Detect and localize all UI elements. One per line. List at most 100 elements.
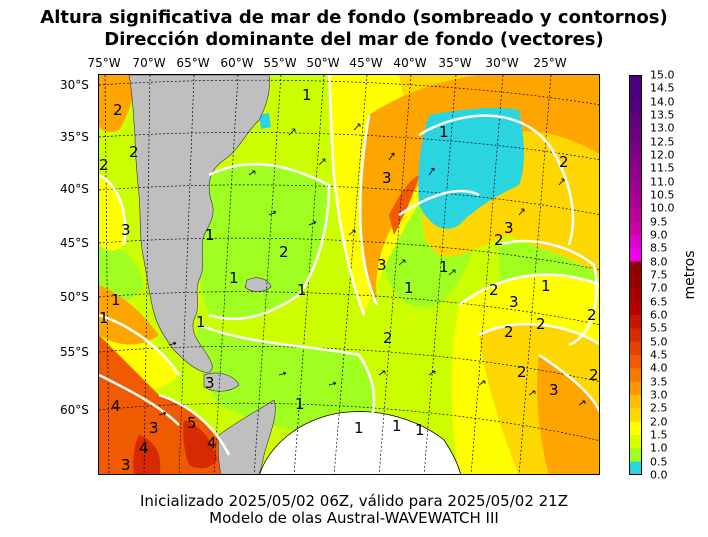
colorbar-tick-label: 1.5 <box>650 428 668 442</box>
contour-lines <box>99 75 599 456</box>
colorbar-swatch <box>629 181 642 196</box>
contour-label: 3 <box>504 219 514 237</box>
colorbar-swatch <box>629 288 642 303</box>
lon-tick-label: 25°W <box>533 56 567 70</box>
contour-label: 1 <box>205 226 215 244</box>
colorbar-tick-label: 12.0 <box>650 148 675 162</box>
colorbar-swatch <box>629 275 642 289</box>
contour-label: 1 <box>295 395 305 413</box>
contour-label: 3 <box>549 381 559 399</box>
lat-tick-label: 35°S <box>60 130 89 144</box>
tierra-del-fuego <box>203 372 240 392</box>
colorbar-swatch <box>629 155 642 169</box>
colorbar-tick-label: 12.5 <box>650 135 675 149</box>
colorbar-tick-label: 9.5 <box>650 215 668 229</box>
contour-label: 1 <box>302 86 312 104</box>
contour-label: 3 <box>121 221 131 239</box>
lat-tick-label: 60°S <box>60 403 89 417</box>
lon-tick-label: 70°W <box>132 56 166 70</box>
wave-height-map: 1 1 1 1 1 1 1 1 1 1 1 1 1 1 1 2 2 2 2 2 … <box>98 74 600 475</box>
colorbar-swatch <box>629 301 642 316</box>
contour-label: 1 <box>99 309 109 327</box>
colorbar-tick-label: 13.0 <box>650 121 675 135</box>
contour-label: 3 <box>205 374 215 392</box>
lat-tick-label: 45°S <box>60 236 89 250</box>
colorbar-swatch <box>629 315 642 329</box>
map-title: Altura significativa de mar de fondo (so… <box>40 7 668 28</box>
colorbar-swatch <box>629 381 642 396</box>
antarctic-peninsula <box>217 399 276 474</box>
colorbar-swatch <box>629 395 642 409</box>
lon-tick-label: 75°W <box>87 56 121 70</box>
footer-model-name: Modelo de olas Austral-WAVEWATCH III <box>209 509 499 527</box>
colorbar-swatch <box>629 341 642 356</box>
contour-label: 1 <box>439 123 449 141</box>
colorbar-swatch <box>629 75 642 89</box>
contour-label: 2 <box>517 363 527 381</box>
colorbar-tick-label: 4.0 <box>650 361 668 375</box>
colorbar-swatch <box>629 421 642 436</box>
contour-label: 1 <box>415 421 425 439</box>
contour-label: 2 <box>129 143 139 161</box>
colorbar-tick-label: 14.0 <box>650 95 675 109</box>
lon-tick-label: 45°W <box>349 56 383 70</box>
colorbar-tick-label: 6.5 <box>650 295 668 309</box>
colorbar-tick-label: 13.5 <box>650 108 675 122</box>
contour-label: 2 <box>113 101 123 119</box>
colorbar-tick-label: 5.0 <box>650 335 668 349</box>
colorbar-tick-label: 4.5 <box>650 348 668 362</box>
colorbar-swatches <box>629 75 642 475</box>
lat-tick-label: 55°S <box>60 345 89 359</box>
lat-tick-label: 40°S <box>60 182 89 196</box>
colorbar-swatch <box>629 168 642 183</box>
swell-band-deep-red <box>133 420 217 474</box>
colorbar-tick-label: 8.5 <box>650 241 668 255</box>
contour-label: 1 <box>404 279 414 297</box>
contour-label: 4 <box>207 434 217 452</box>
colorbar-tick-label: 6.0 <box>650 308 668 322</box>
colorbar-tick-label: 7.0 <box>650 281 668 295</box>
contour-label: 1 <box>229 269 239 287</box>
colorbar-tick-label: 0.5 <box>650 455 668 469</box>
colorbar-swatch <box>629 221 642 236</box>
lon-tick-label: 40°W <box>393 56 427 70</box>
falkland-islands <box>244 277 272 292</box>
colorbar-tick-label: 3.5 <box>650 375 668 389</box>
contour-label: 4 <box>139 439 149 457</box>
contour-label: 3 <box>377 256 387 274</box>
colorbar-tick-label: 0.0 <box>650 468 668 482</box>
colorbar-tick-label: 15.0 <box>650 68 675 82</box>
lon-tick-label: 60°W <box>220 56 254 70</box>
lat-tick-label: 50°S <box>60 290 89 304</box>
colorbar-swatch <box>629 248 642 263</box>
colorbar-swatch <box>629 355 642 369</box>
colorbar-tick-label: 9.0 <box>650 228 668 242</box>
contour-label: 3 <box>382 169 392 187</box>
contour-label: 2 <box>559 153 569 171</box>
colorbar-swatch <box>629 88 642 103</box>
colorbar-swatch <box>629 128 642 143</box>
colorbar-swatch <box>629 195 642 209</box>
contour-label: 2 <box>504 323 514 341</box>
lon-tick-label: 50°W <box>306 56 340 70</box>
contour-label: 2 <box>489 281 499 299</box>
contour-label: 2 <box>494 231 504 249</box>
lon-tick-label: 55°W <box>263 56 297 70</box>
contour-label: 2 <box>383 329 393 347</box>
contour-label: 1 <box>354 419 364 437</box>
colorbar-tick-label: 11.0 <box>650 175 675 189</box>
colorbar-swatch <box>629 101 642 116</box>
colorbar-title: metros <box>682 250 698 300</box>
contour-label: 1 <box>541 277 551 295</box>
lon-tick-label: 65°W <box>176 56 210 70</box>
lon-tick-label: 35°W <box>438 56 472 70</box>
colorbar-tick-label: 10.5 <box>650 188 675 202</box>
contour-label: 3 <box>149 419 159 437</box>
contour-label: 1 <box>297 281 307 299</box>
colorbar-swatch <box>629 368 642 383</box>
colorbar-border <box>629 75 642 475</box>
contour-label: 2 <box>536 315 546 333</box>
colorbar-swatch <box>629 408 642 423</box>
colorbar-tick-label: 11.5 <box>650 161 675 175</box>
map-subtitle: Dirección dominante del mar de fondo (ve… <box>104 29 604 50</box>
